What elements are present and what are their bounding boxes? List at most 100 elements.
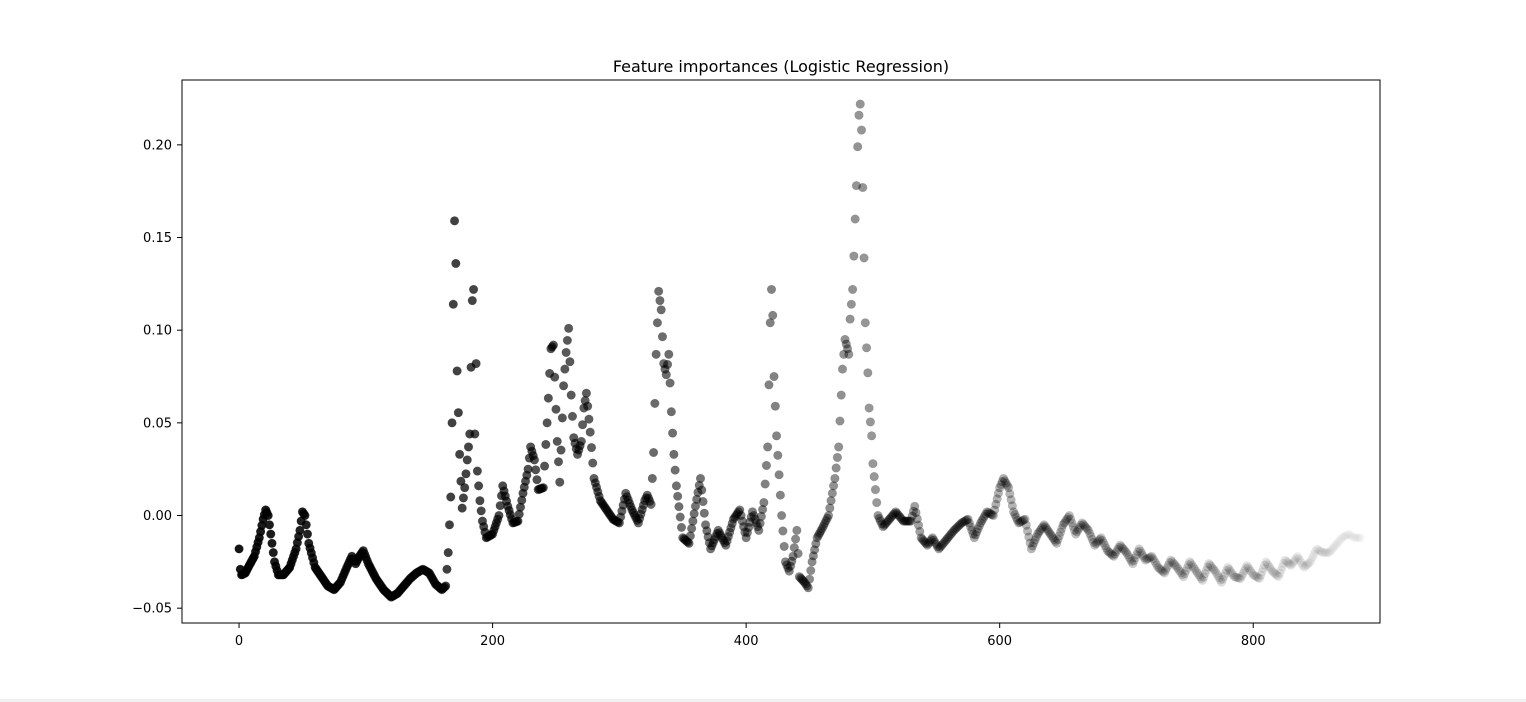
scatter-point	[1189, 562, 1199, 573]
scatter-point	[1206, 562, 1216, 572]
scatter-point	[234, 544, 244, 554]
scatter-point	[1148, 553, 1158, 564]
scatter-point	[758, 504, 768, 515]
scatter-point	[799, 577, 810, 587]
scatter-point	[1185, 557, 1195, 567]
scatter-point	[964, 518, 974, 528]
scatter-point	[1087, 534, 1097, 544]
scatter-point	[1102, 546, 1113, 556]
scatter-point	[993, 488, 1004, 498]
scatter-point	[770, 401, 780, 411]
scatter-point	[1078, 519, 1088, 530]
scatter-point	[555, 477, 565, 487]
scatter-point	[1151, 558, 1161, 568]
scatter-point	[1049, 534, 1059, 545]
scatter-point	[1054, 531, 1064, 541]
scatter-point	[920, 537, 930, 547]
scatter-point	[861, 343, 872, 353]
scatter-point	[1275, 569, 1285, 578]
scatter-point	[1284, 559, 1294, 568]
scatter-point	[675, 512, 685, 522]
scatter-point	[835, 416, 845, 426]
scatter-point	[1180, 569, 1190, 579]
scatter-point	[1181, 566, 1191, 576]
scatter-point	[1309, 549, 1319, 559]
scatter-point	[1177, 570, 1187, 580]
scatter-point	[1071, 529, 1081, 539]
scatter-point	[1234, 573, 1244, 583]
scatter-point	[766, 284, 777, 295]
scatter-point	[1033, 529, 1043, 539]
scatter-point	[1073, 524, 1083, 535]
scatter-point	[1248, 570, 1258, 580]
scatter-point	[655, 295, 665, 306]
scatter-point	[974, 521, 985, 531]
scatter-point	[916, 533, 926, 543]
scatter-point	[1292, 553, 1301, 563]
scatter-point	[669, 449, 679, 459]
scatter-point	[1129, 556, 1139, 566]
scatter-point	[863, 368, 873, 378]
scatter-point	[539, 461, 550, 471]
scatter-point	[1164, 557, 1175, 568]
scatter-point	[809, 545, 820, 555]
scatter-point	[1006, 495, 1016, 505]
scatter-point	[1111, 547, 1121, 557]
scatter-point	[1137, 548, 1147, 558]
scatter-point	[908, 506, 919, 516]
scatter-point	[827, 488, 837, 498]
scatter-point	[1197, 575, 1208, 585]
scatter-point	[1312, 544, 1321, 554]
scatter-point	[1114, 542, 1124, 552]
scatter-point	[825, 503, 835, 513]
scatter-point	[820, 518, 830, 528]
scatter-point	[467, 295, 477, 306]
scatter-point	[1278, 562, 1287, 571]
scatter-point	[978, 513, 988, 524]
scatter-point	[461, 469, 471, 479]
scatter-point	[951, 523, 962, 533]
scatter-point	[756, 511, 766, 522]
scatter-point	[1097, 535, 1107, 545]
scatter-point	[906, 516, 916, 526]
scatter-point	[968, 529, 978, 539]
scatter-point	[902, 516, 912, 526]
scatter-point	[1059, 518, 1069, 528]
scatter-point	[1252, 572, 1262, 582]
scatter-point	[460, 483, 470, 493]
scatter-point	[1220, 568, 1230, 578]
scatter-point	[1142, 554, 1152, 564]
scatter-point	[1135, 546, 1145, 556]
scatter-point	[264, 520, 275, 530]
scatter-point	[1104, 547, 1114, 557]
scatter-point	[697, 485, 707, 495]
scatter-point	[451, 258, 461, 269]
scatter-point	[1274, 572, 1283, 581]
scatter-point	[472, 466, 482, 476]
scatter-point	[877, 519, 887, 529]
scatter-point	[1305, 557, 1315, 567]
scatter-point	[1218, 574, 1228, 584]
scatter-point	[650, 398, 660, 408]
scatter-point	[872, 497, 882, 508]
scatter-point	[267, 538, 277, 548]
scatter-point	[761, 460, 772, 471]
scatter-point	[1222, 565, 1232, 575]
scatter-point	[1262, 559, 1272, 568]
scatter-point	[893, 510, 903, 520]
x-tick-label: 400	[734, 634, 759, 649]
scatter-point	[300, 510, 310, 521]
scatter-point	[542, 418, 552, 428]
scatter-point	[661, 370, 671, 380]
scatter-point	[295, 525, 305, 535]
scatter-point	[878, 522, 888, 532]
scatter-point	[1140, 555, 1151, 565]
scatter-point	[1026, 544, 1036, 554]
scatter-point	[1192, 568, 1203, 578]
scatter-point	[560, 364, 570, 374]
scatter-point	[1261, 557, 1271, 567]
scatter-point	[1116, 542, 1126, 552]
scatter-point	[924, 538, 934, 548]
scatter-point	[656, 305, 666, 315]
scatter-point	[1199, 572, 1209, 582]
